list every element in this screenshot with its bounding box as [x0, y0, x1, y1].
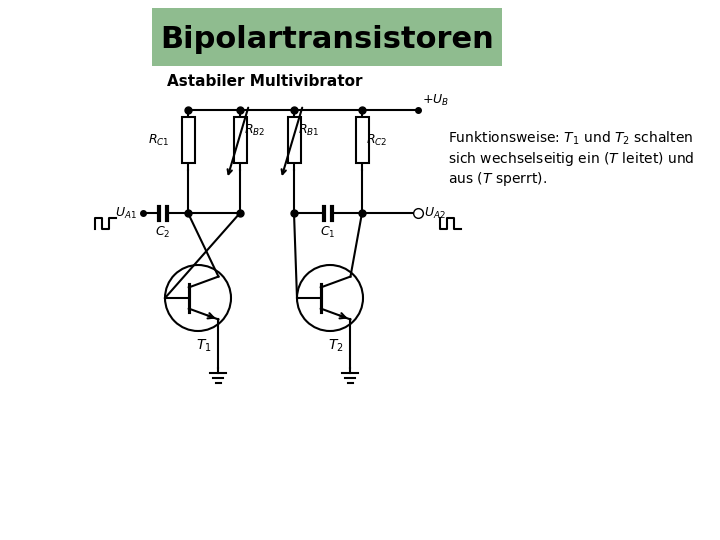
Text: $T_1$: $T_1$: [196, 338, 212, 354]
Text: $U_{A1}$: $U_{A1}$: [115, 205, 137, 220]
Text: $U_{A2}$: $U_{A2}$: [424, 205, 446, 220]
Bar: [356, 117, 369, 163]
FancyBboxPatch shape: [152, 8, 502, 66]
Bar: [287, 117, 300, 163]
Bar: [181, 117, 194, 163]
Text: $+U_B$: $+U_B$: [422, 93, 449, 108]
Text: $T_2$: $T_2$: [328, 338, 344, 354]
Text: aus ($T$ sperrt).: aus ($T$ sperrt).: [448, 170, 547, 188]
Text: $C_1$: $C_1$: [320, 225, 336, 240]
Bar: [233, 117, 246, 163]
Text: sich wechselseitig ein ($T$ leitet) und: sich wechselseitig ein ($T$ leitet) und: [448, 150, 695, 168]
Text: Bipolartransistoren: Bipolartransistoren: [160, 25, 494, 55]
Text: $R_{B2}$: $R_{B2}$: [244, 123, 265, 138]
Text: $R_{B1}$: $R_{B1}$: [298, 123, 320, 138]
Text: Astabiler Multivibrator: Astabiler Multivibrator: [167, 75, 363, 90]
Text: Funktionsweise: $T_1$ und $T_2$ schalten: Funktionsweise: $T_1$ und $T_2$ schalten: [448, 130, 693, 147]
Text: $R_{C1}$: $R_{C1}$: [148, 132, 170, 147]
Text: $R_{C2}$: $R_{C2}$: [366, 132, 387, 147]
Text: $C_2$: $C_2$: [156, 225, 171, 240]
